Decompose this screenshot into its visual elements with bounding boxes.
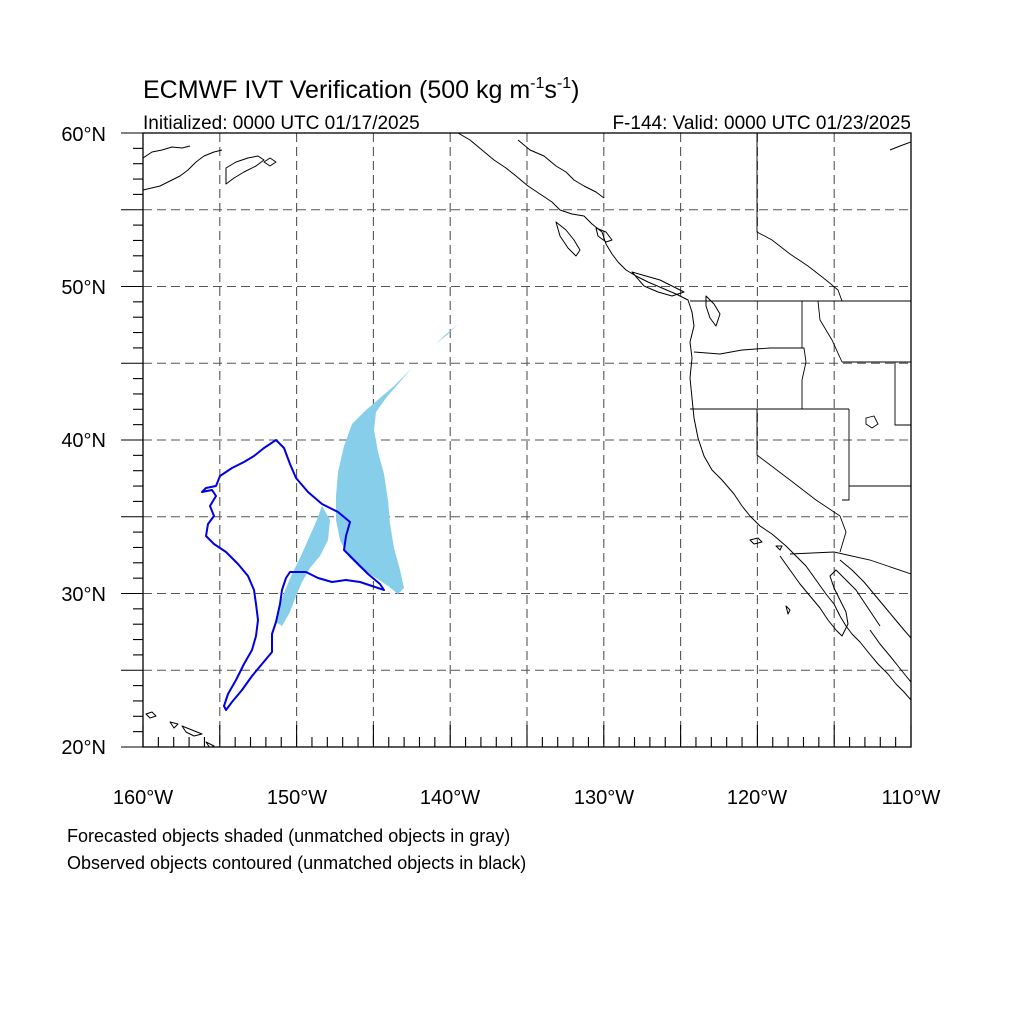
lat-label-30: 30°N — [61, 584, 106, 606]
lat-label-40: 40°N — [61, 430, 106, 452]
lat-lon-grid — [143, 133, 911, 747]
lon-label-130w: 130°W — [574, 787, 634, 809]
footnote-observed: Observed objects contoured (unmatched ob… — [67, 853, 526, 873]
lat-label-20: 20°N — [61, 737, 106, 759]
lat-label-60: 60°N — [61, 124, 106, 146]
lon-label-120w: 120°W — [727, 787, 787, 809]
lon-label-160w: 160°W — [113, 787, 173, 809]
lon-label-110w: 110°W — [882, 787, 941, 809]
lon-label-150w: 150°W — [267, 787, 327, 809]
longitude-labels: 160°W 150°W 140°W 130°W 120°W 110°W — [113, 787, 941, 809]
lon-label-140w: 140°W — [420, 787, 480, 809]
latitude-labels: 20°N 30°N 40°N 50°N 60°N — [61, 124, 106, 759]
valid-time-label: F-144: Valid: 0000 UTC 01/23/2025 — [612, 113, 911, 134]
map-title: ECMWF IVT Verification (500 kg m-1s-1) — [143, 75, 579, 104]
lat-label-50: 50°N — [61, 277, 106, 299]
map-area — [143, 133, 911, 747]
political-borders — [690, 133, 911, 575]
footnote-forecast: Forecasted objects shaded (unmatched obj… — [67, 826, 510, 846]
initialized-label: Initialized: 0000 UTC 01/17/2025 — [143, 113, 420, 134]
coastlines — [143, 133, 911, 747]
axis-ticks — [121, 132, 912, 748]
observed-ivt-object — [201, 439, 385, 711]
forecast-ivt-object — [276, 324, 458, 626]
